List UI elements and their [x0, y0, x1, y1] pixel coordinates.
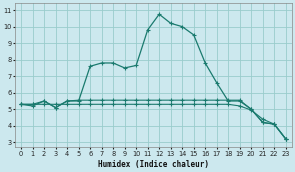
X-axis label: Humidex (Indice chaleur): Humidex (Indice chaleur) — [98, 159, 209, 169]
